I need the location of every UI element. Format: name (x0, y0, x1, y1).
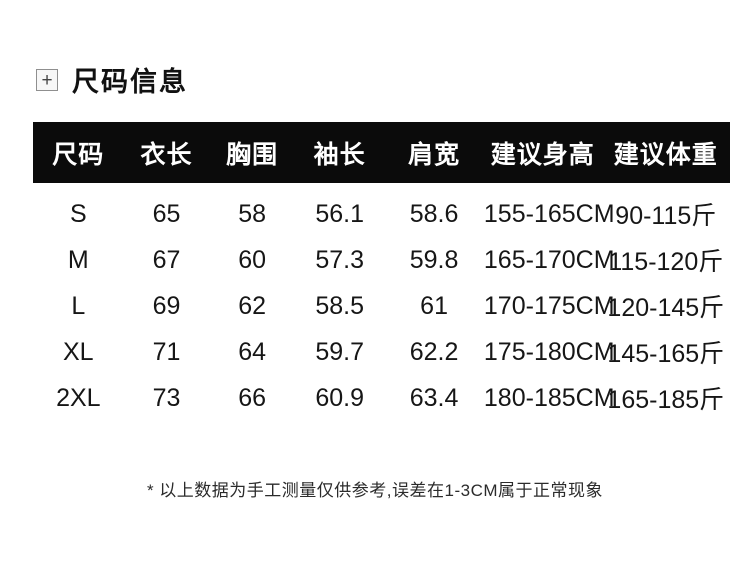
table-cell: 62.2 (409, 337, 459, 366)
table-cell: 115-120斤 (608, 248, 724, 276)
table-cell: 61 (420, 291, 448, 320)
table-cell: 165-185斤 (607, 386, 725, 414)
table-body: S 65 58 56.1 58.6 155-165CM 90-115斤 M 67 60 57.3 59… (33, 183, 730, 421)
expand-plus-icon[interactable]: + (36, 68, 58, 91)
table-cell: 73 (152, 383, 181, 412)
table-cell: 63.4 (409, 383, 459, 412)
table-row: S 65 58 56.1 58.6 155-165CM 90-115斤 (33, 191, 730, 237)
table-cell: 64 (238, 337, 267, 366)
section-title: 尺码信息 (72, 67, 188, 97)
table-cell: 67 (152, 245, 181, 274)
column-header: 胸围 (226, 140, 279, 169)
table-row: 2XL 73 66 60.9 63.4 180-185CM 165-185斤 (33, 375, 730, 421)
table-row: XL 71 64 59.7 62.2 175-180CM 145-165斤 (33, 329, 730, 375)
column-header: 袖长 (313, 140, 366, 169)
table-cell: 59.7 (315, 337, 364, 366)
table-cell: 57.3 (315, 245, 364, 274)
measurement-disclaimer: * 以上数据为手工测量仅供参考,误差在1-3CM属于正常现象 (146, 481, 604, 500)
size-table: 尺码 衣长 胸围 袖长 肩宽 建议身高 建议体重 S 65 58 56.1 58.6 155-165C… (33, 122, 730, 421)
column-header: 建议体重 (613, 140, 718, 169)
size-label-cell: XL (63, 337, 94, 366)
table-cell: 170-175CM (483, 291, 615, 320)
table-cell: 58.6 (409, 199, 459, 228)
table-cell: 65 (152, 199, 181, 228)
table-row: M 67 60 57.3 59.8 165-170CM 115-120斤 (33, 237, 730, 283)
table-cell: 180-185CM (483, 383, 615, 412)
table-cell: 60.9 (315, 383, 364, 412)
table-cell: 58.5 (315, 291, 364, 320)
table-cell: 175-180CM (483, 337, 615, 366)
table-cell: 90-115斤 (615, 202, 717, 230)
size-label-cell: M (67, 245, 89, 274)
column-header: 建议身高 (490, 140, 595, 169)
size-label-cell: 2XL (56, 383, 101, 412)
table-cell: 145-165斤 (607, 340, 725, 368)
table-cell: 62 (238, 291, 267, 320)
table-cell: 59.8 (409, 245, 459, 274)
table-header-row: 尺码 衣长 胸围 袖长 肩宽 建议身高 建议体重 (33, 122, 730, 183)
table-row: L 69 62 58.5 61 170-175CM 120-145斤 (33, 283, 730, 329)
section-header: + 尺码信息 (36, 60, 188, 99)
table-cell: 155-165CM (483, 199, 615, 228)
table-cell: 58 (238, 199, 267, 228)
size-label-cell: S (69, 199, 87, 228)
table-cell: 69 (152, 291, 181, 320)
table-cell: 120-145斤 (607, 294, 725, 322)
column-header: 肩宽 (408, 140, 461, 169)
column-header: 衣长 (140, 140, 193, 169)
table-cell: 66 (238, 383, 267, 412)
column-header: 尺码 (52, 140, 105, 169)
table-cell: 60 (238, 245, 267, 274)
size-label-cell: L (71, 291, 86, 320)
table-cell: 56.1 (315, 199, 364, 228)
table-cell: 71 (152, 337, 181, 366)
table-cell: 165-170CM (483, 245, 615, 274)
